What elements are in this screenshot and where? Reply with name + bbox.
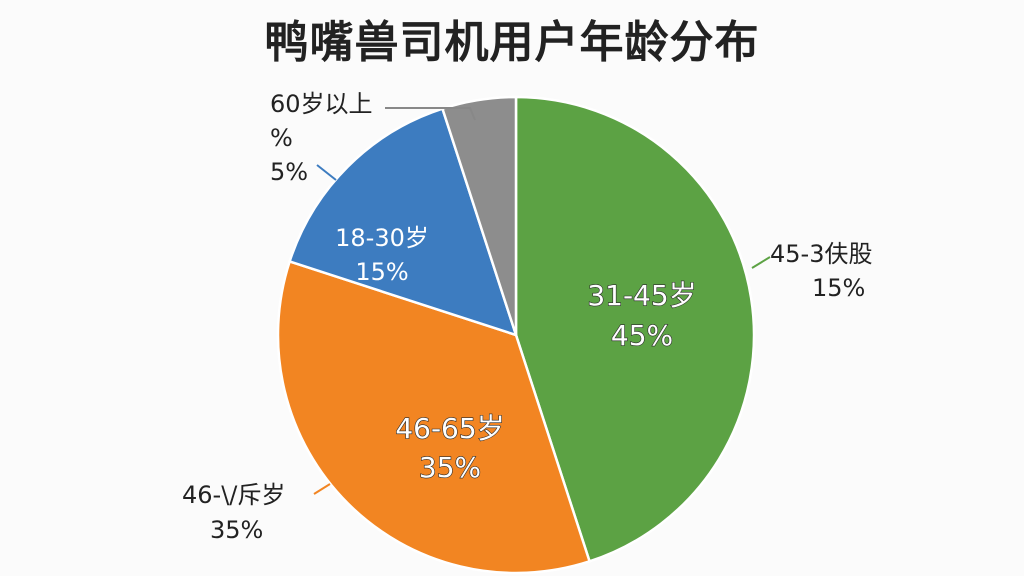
chart-title: 鸭嘴兽司机用户年龄分布	[264, 17, 760, 68]
outer-label-left-line2: 35%	[210, 516, 263, 544]
leader-left	[313, 483, 331, 495]
pie-slice-31-45岁	[514, 95, 756, 563]
outer-label-60plus-line3: 5%	[270, 158, 308, 186]
outer-label-60plus-line2: %	[270, 124, 293, 152]
outer-label-60plus-line1: 60岁以上	[270, 90, 373, 118]
pie-slice-46-65岁	[276, 259, 592, 575]
outer-label-right-line1: 45-3伕股	[770, 240, 872, 268]
slice-value-18-30: 15%	[355, 258, 408, 286]
outer-label-left-line1: 46-\/斥岁	[182, 481, 285, 509]
slice-value-46-65: 35%	[419, 451, 481, 484]
pie-slices	[276, 95, 756, 575]
slice-label-31-45: 31-45岁	[587, 279, 696, 312]
leader-right	[751, 256, 771, 269]
leader-lines	[313, 107, 771, 495]
slice-label-18-30: 18-30岁	[335, 224, 429, 252]
slice-value-31-45: 45%	[611, 319, 673, 352]
leader-60plus	[385, 107, 476, 121]
outer-label-right-line2: 15%	[812, 274, 865, 302]
leader-18-30	[316, 164, 337, 181]
pie-slice-18-30岁	[288, 107, 518, 337]
slice-label-46-65: 46-65岁	[395, 412, 504, 445]
